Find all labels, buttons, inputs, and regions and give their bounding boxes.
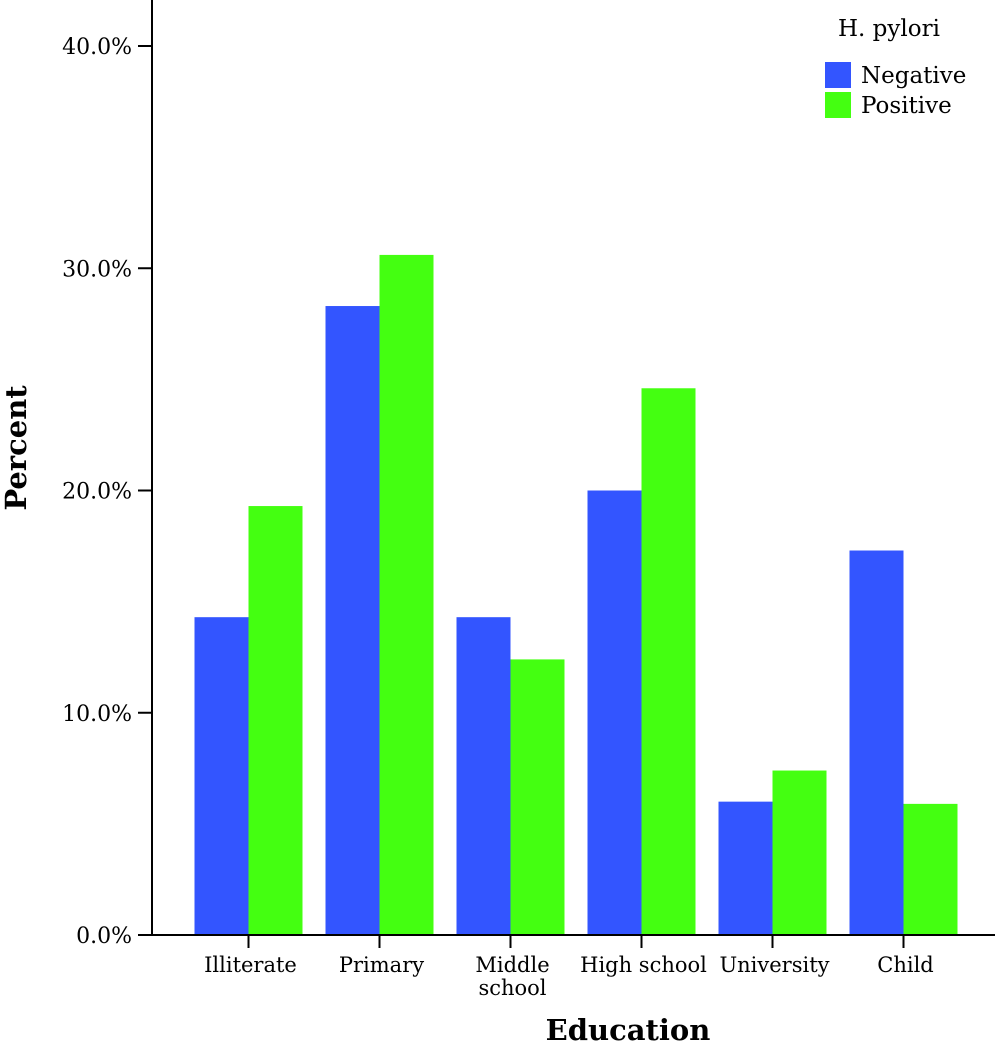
- y-tick-label: 0.0%: [76, 924, 132, 949]
- x-tick-label: Child: [877, 953, 933, 977]
- bar-positive-illiterate: [248, 506, 303, 935]
- bar-negative-middle-school: [456, 617, 511, 935]
- x-tick-label: Illiterate: [204, 953, 297, 977]
- legend-swatch-negative: [825, 62, 851, 88]
- bar-positive-child: [903, 803, 958, 935]
- legend-title: H. pylori: [838, 16, 940, 42]
- x-tick-label-line: Primary: [339, 953, 424, 977]
- y-tick-label: 40.0%: [62, 35, 132, 60]
- y-tick-label: 20.0%: [62, 480, 132, 505]
- bar-negative-child: [849, 550, 904, 935]
- labels-layer: 0.0% 10.0% 20.0% 30.0% 40.0% Illiterate Primar…: [0, 35, 934, 1047]
- bar-negative-university: [718, 801, 773, 935]
- bar-negative-high-school: [587, 490, 642, 935]
- x-tick-label-line: school: [478, 976, 546, 1000]
- y-axis-title: Percent: [0, 385, 33, 511]
- legend-label-positive: Positive: [861, 93, 952, 119]
- x-tick-label: Primary: [339, 953, 424, 977]
- x-tick-label-line: High school: [580, 953, 707, 977]
- x-tick-label-line: Middle: [475, 953, 549, 977]
- x-tick-label-line: Child: [877, 953, 933, 977]
- bars-layer: [194, 254, 958, 936]
- legend-swatch-positive: [825, 92, 851, 118]
- x-tick-label: High school: [580, 953, 707, 977]
- axes-layer: [138, 0, 995, 948]
- x-tick-label: University: [719, 953, 829, 977]
- bar-negative-illiterate: [194, 617, 249, 935]
- y-tick-label: 30.0%: [62, 257, 132, 282]
- bar-positive-primary: [379, 254, 434, 936]
- legend: H. pylori Negative Positive: [825, 16, 966, 119]
- bar-positive-high-school: [641, 388, 696, 935]
- legend-label-negative: Negative: [861, 63, 966, 89]
- bar-negative-primary: [325, 306, 380, 936]
- x-axis-title: Education: [546, 1013, 711, 1047]
- x-tick-label-line: University: [719, 953, 829, 977]
- x-tick-label: Middle school: [475, 953, 549, 1000]
- y-tick-label: 10.0%: [62, 702, 132, 727]
- x-tick-label-line: Illiterate: [204, 953, 297, 977]
- bar-positive-middle-school: [510, 659, 565, 935]
- bar-positive-university: [772, 770, 827, 935]
